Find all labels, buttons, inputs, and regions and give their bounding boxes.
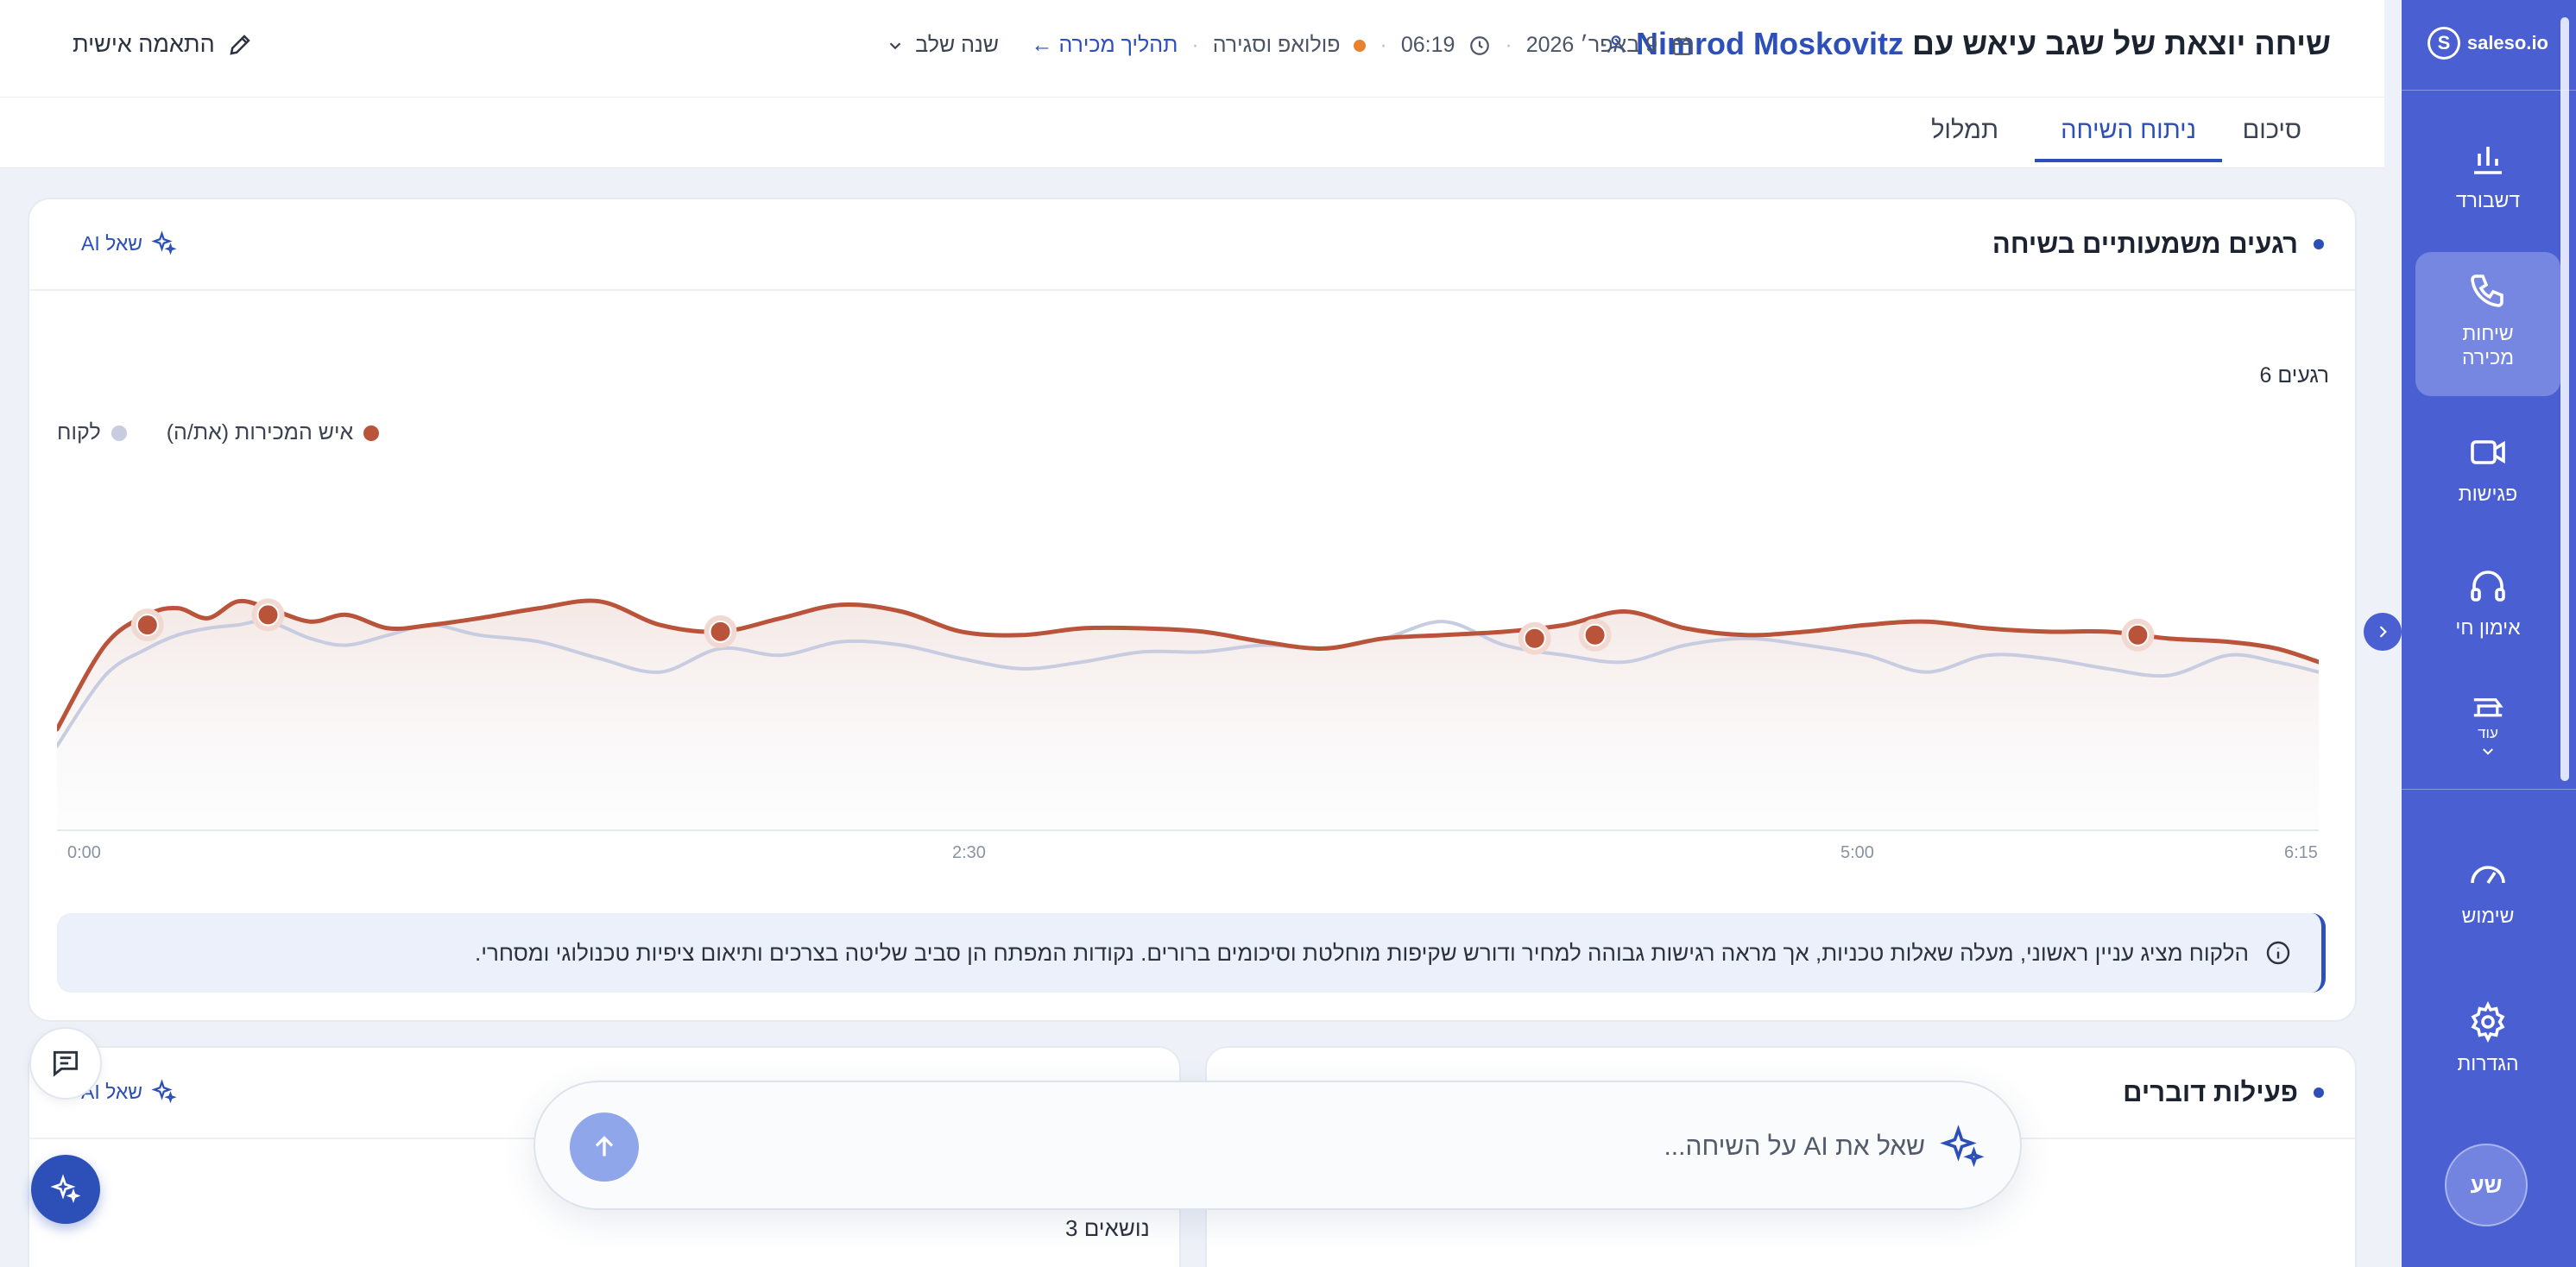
insight-box: הלקוח מציג עניין ראשוני, מעלה שאלות טכני… — [57, 913, 2326, 993]
chart-legend: איש המכירות (את/ה) לקוח — [57, 420, 380, 445]
legend-swatch-customer — [110, 425, 127, 441]
x-tick-label: 6:15 — [2284, 843, 2318, 862]
page-header: שיחה יוצאת של שגב עיאש עם Nimrod Moskovi… — [0, 0, 2384, 98]
series-line-customer — [57, 619, 2319, 748]
tab-transcript[interactable]: תמלול — [1931, 117, 1998, 144]
brand-logo[interactable]: S saleso.io — [2428, 19, 2548, 67]
moment-marker[interactable] — [136, 614, 159, 637]
legend-item-customer: לקוח — [57, 420, 127, 445]
chevron-down-icon — [2483, 748, 2493, 755]
logo-icon: S — [2428, 27, 2460, 60]
personalize-label: התאמה אישית — [73, 31, 215, 57]
sidebar-collapse-button[interactable] — [2364, 613, 2402, 651]
moments-card: רגעים משמעותיים בשיחה שאל AI — [28, 198, 2357, 1022]
stage-badge: פולואפ וסגירה — [1212, 33, 1341, 57]
gear-icon — [2471, 1001, 2505, 1043]
x-tick-label: 0:00 — [67, 843, 101, 862]
change-stage-dropdown[interactable]: שנה שלב — [886, 33, 999, 58]
bar-chart-icon — [2474, 147, 2502, 174]
arrow-up-icon — [595, 1136, 614, 1157]
person-icon — [1607, 35, 1625, 53]
sparkle-icon — [151, 230, 177, 255]
chevron-right-icon — [2379, 626, 2387, 638]
insight-text: הלקוח מציג עניין ראשוני, מעלה שאלות טכני… — [475, 939, 2249, 966]
series-line-seller — [57, 598, 2319, 732]
sidebar-item-usage[interactable]: שימוש — [2415, 850, 2560, 962]
moments-count: 6 רגעים — [2259, 363, 2329, 388]
tab-summary[interactable]: סיכום — [2242, 117, 2301, 144]
moments-card-header: רגעים משמעותיים בשיחה שאל AI — [29, 199, 2355, 291]
sidebar-item-more[interactable]: עוד — [2415, 690, 2560, 780]
more-icon — [2473, 698, 2503, 717]
moment-marker[interactable] — [2126, 623, 2150, 646]
sparkle-icon — [50, 1174, 81, 1203]
send-button[interactable] — [570, 1113, 639, 1182]
moments-card-title: רגעים משמעותיים בשיחה — [1992, 229, 2324, 260]
stage-dot — [1354, 39, 1367, 52]
moments-line-chart[interactable] — [57, 483, 2319, 846]
chevron-down-icon — [890, 41, 901, 49]
seller-area — [57, 601, 2319, 830]
pencil-icon — [230, 34, 250, 55]
sparkle-icon — [151, 1079, 177, 1104]
info-icon — [2266, 941, 2290, 965]
call-date: 9 באפר׳ 2026 — [1525, 33, 1657, 57]
sidebar-item-sales-calls[interactable]: שיחות מכירה — [2415, 252, 2560, 396]
sidebar-item-dashboard[interactable]: דשבורד — [2415, 129, 2560, 250]
sparkle-icon — [1940, 1125, 1985, 1168]
avatar[interactable]: שע — [2445, 1144, 2528, 1226]
ask-ai-bar — [534, 1081, 2022, 1210]
calendar-icon — [1673, 36, 1692, 55]
legend-item-seller: איש המכירות (את/ה) — [167, 420, 380, 445]
tabs-bar: סיכום ניתוח השיחה תמלול — [0, 98, 2384, 168]
chat-button[interactable] — [29, 1027, 102, 1100]
gauge-icon — [2471, 866, 2505, 884]
phone-icon — [2471, 274, 2503, 307]
sidebar-item-meetings[interactable]: פגישות — [2415, 423, 2560, 535]
tab-call-analysis[interactable]: ניתוח השיחה — [2035, 117, 2222, 162]
sidebar: S saleso.io דשבורד שיחות מכירה פגישות אי… — [2402, 0, 2576, 1267]
clock-icon — [1470, 35, 1490, 55]
change-stage-label: שנה שלב — [915, 33, 999, 57]
x-tick-label: 5:00 — [1840, 843, 1874, 862]
page-title: שיחה יוצאת של שגב עיאש עם Nimrod Moskovi… — [1605, 26, 2331, 62]
video-icon — [2471, 440, 2505, 464]
personalize-button[interactable]: התאמה אישית — [73, 31, 253, 58]
headphones-icon — [2471, 570, 2505, 602]
chart-series-group — [57, 598, 2319, 830]
sales-process-link[interactable]: תהליך מכירה ← — [1031, 33, 1178, 57]
speakers-card-title: פעילות דוברים — [2123, 1077, 2324, 1108]
call-meta: 9 באפר׳ 2026 · 06:19 · פולואפ וסגירה · ת… — [1032, 33, 1694, 58]
moment-marker[interactable] — [256, 603, 280, 627]
ask-ai-button[interactable]: שאל AI — [81, 230, 177, 256]
moment-marker[interactable] — [709, 620, 732, 643]
sidebar-scrollbar[interactable] — [2560, 17, 2569, 781]
ask-ai-button-topics[interactable]: שאל AI — [81, 1079, 177, 1105]
ask-ai-input[interactable] — [717, 1117, 1925, 1177]
title-prefix: שיחה יוצאת של שגב עיאש עם — [1912, 26, 2331, 61]
moment-marker[interactable] — [1583, 623, 1607, 646]
chat-icon — [53, 1050, 79, 1077]
x-tick-label: 2:30 — [952, 843, 986, 862]
call-duration: 06:19 — [1400, 33, 1455, 57]
topics-count: 3 נושאים — [1065, 1215, 1150, 1241]
ai-assistant-button[interactable] — [31, 1155, 100, 1224]
sidebar-item-settings[interactable]: הגדרות — [2415, 998, 2560, 1110]
sidebar-item-live-coaching[interactable]: אימון חי — [2415, 557, 2560, 669]
legend-swatch-seller — [363, 425, 380, 441]
moment-marker[interactable] — [1523, 627, 1546, 650]
chart-moments-group — [130, 598, 2155, 655]
